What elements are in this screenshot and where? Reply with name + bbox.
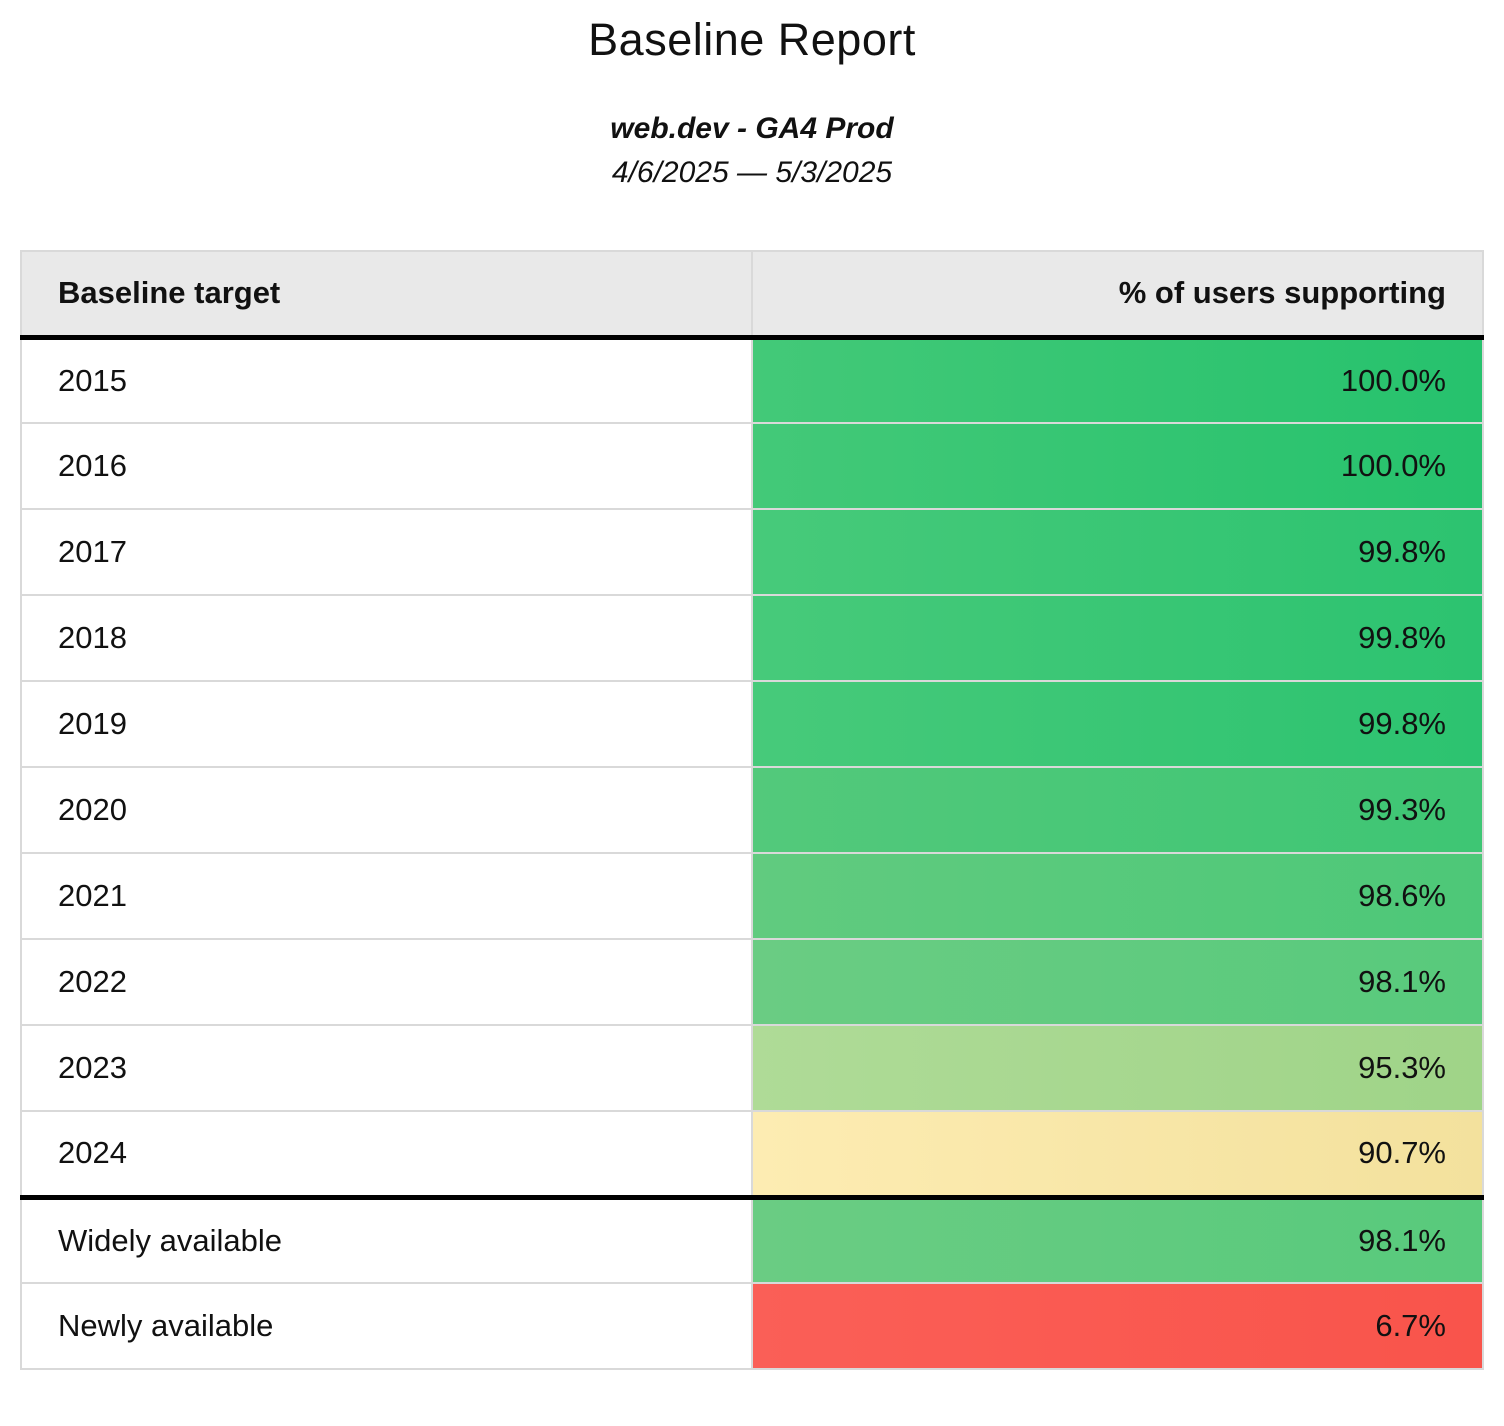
baseline-target-cell: 2016 [20,422,753,510]
table-row: 2020 99.3% [20,766,1484,854]
percent-supporting-cell: 100.0% [751,422,1484,510]
table-row: 2024 90.7% [20,1110,1484,1198]
report-header: Baseline Report web.dev - GA4 Prod 4/6/2… [0,0,1504,190]
table-header: Baseline target % of users supporting [20,250,1484,340]
baseline-target-cell: 2021 [20,852,753,940]
table-row: 2023 95.3% [20,1024,1484,1112]
percent-supporting-cell: 98.1% [751,938,1484,1026]
baseline-target-cell: 2015 [20,336,753,424]
baseline-target-cell: Widely available [20,1194,753,1284]
table-row: Widely available 98.1% [20,1194,1484,1284]
table-row: 2017 99.8% [20,508,1484,596]
baseline-target-cell: 2023 [20,1024,753,1112]
percent-supporting-cell: 90.7% [751,1110,1484,1198]
baseline-target-cell: 2020 [20,766,753,854]
baseline-target-cell: 2024 [20,1110,753,1198]
baseline-target-cell: 2018 [20,594,753,682]
percent-supporting-cell: 99.8% [751,508,1484,596]
table-row: 2015 100.0% [20,336,1484,424]
column-header-baseline-target: Baseline target [20,250,753,340]
table-header-row: Baseline target % of users supporting [20,250,1484,340]
percent-supporting-cell: 98.6% [751,852,1484,940]
percent-supporting-cell: 99.3% [751,766,1484,854]
table-row: 2016 100.0% [20,422,1484,510]
baseline-target-cell: 2019 [20,680,753,768]
percent-supporting-cell: 6.7% [751,1282,1484,1370]
table-row: 2022 98.1% [20,938,1484,1026]
table-body: 2015 100.0% 2016 100.0% 2017 99.8% 2018 99.8% 20… [20,336,1484,1370]
percent-supporting-cell: 99.8% [751,680,1484,768]
percent-supporting-cell: 99.8% [751,594,1484,682]
baseline-target-cell: 2017 [20,508,753,596]
baseline-target-cell: Newly available [20,1282,753,1370]
report-subtitle: web.dev - GA4 Prod [610,112,894,145]
percent-supporting-cell: 100.0% [751,336,1484,424]
percent-supporting-cell: 95.3% [751,1024,1484,1112]
table-row: Newly available 6.7% [20,1282,1484,1370]
percent-supporting-cell: 98.1% [751,1194,1484,1284]
page-title: Baseline Report [588,14,916,65]
baseline-target-cell: 2022 [20,938,753,1026]
table-row: 2021 98.6% [20,852,1484,940]
column-header-percent-supporting: % of users supporting [751,250,1484,340]
baseline-report-table: Baseline target % of users supporting 20… [20,250,1484,1370]
report-date-range: 4/6/2025 — 5/3/2025 [611,156,893,189]
table-row: 2018 99.8% [20,594,1484,682]
table-row: 2019 99.8% [20,680,1484,768]
